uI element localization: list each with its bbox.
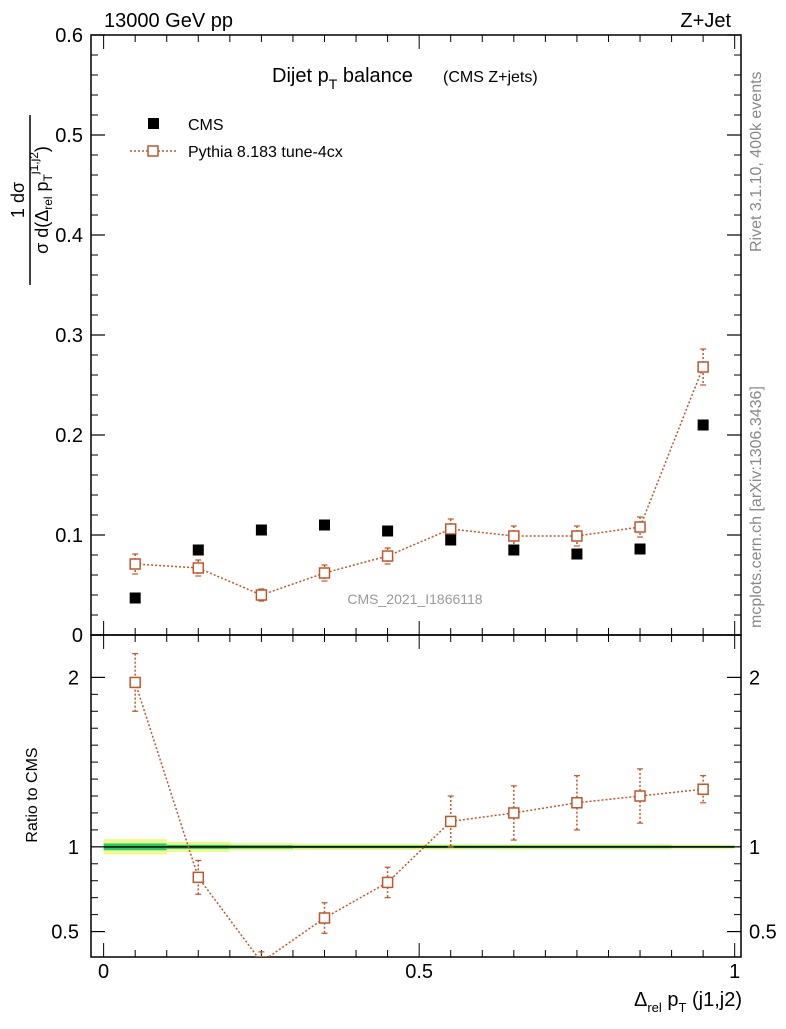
ratio-clipped-group (129, 653, 709, 957)
axis-ticks: 0 0.1 0.2 0.3 0.4 0.5 0.6 0 0.5 1 0.5 0.5 1 1 2 2 (51, 25, 777, 983)
cms-point (129, 592, 141, 604)
cms-point (571, 548, 583, 560)
ratio-ytick-label-right: 1 (749, 837, 760, 859)
svg-text:Dijet pT balance: Dijet pT balance (272, 65, 413, 92)
xtick-label: 0.5 (405, 961, 433, 983)
mc-point (634, 521, 646, 533)
mc-point (444, 523, 457, 535)
mc-point (192, 562, 205, 574)
mc-point (571, 530, 583, 542)
xlabel-rel: rel (647, 1000, 662, 1015)
ratio-mc-point (255, 956, 268, 957)
ylabel-ratio: Ratio to CMS (24, 747, 41, 842)
cms-point (192, 544, 204, 556)
ratio-mc-point (571, 797, 583, 809)
ratio-ytick-label-right: 0.5 (749, 922, 777, 944)
ratio-mc-point (381, 876, 394, 889)
cms-point (255, 524, 267, 536)
ytick-label: 0.2 (55, 425, 83, 447)
mc-point (318, 567, 331, 579)
ytick-label: 0.3 (55, 325, 83, 347)
plot-title: Dijet pT balance (CMS Z+jets) (272, 65, 538, 92)
analysis-id: CMS_2021_I1866118 (347, 591, 482, 607)
ratio-mc-point (697, 783, 709, 795)
xtick-label: 0 (98, 961, 109, 983)
mc-point (381, 550, 394, 562)
title-main-sub: T (329, 76, 338, 92)
ratio-ytick-label-left: 1 (68, 837, 79, 859)
legend-cms-marker (148, 118, 159, 129)
ratio-ytick-label-right: 2 (749, 667, 760, 689)
ratio-panel-marks (129, 653, 709, 957)
cms-point (445, 534, 457, 546)
ratio-ytick-label-left: 0.5 (51, 922, 79, 944)
ratio-mc-point (634, 790, 646, 802)
xlabel-delta: Δ (634, 989, 647, 1011)
mc-point (255, 589, 268, 601)
legend: CMS Pythia 8.183 tune-4cx (130, 117, 343, 161)
rivet-label: Rivet 3.1.10, 400k events (748, 71, 765, 252)
ratio-mc-point (444, 815, 457, 828)
ytick-label: 0 (72, 625, 83, 647)
ylabel-main-numerator: 1 dσ (8, 182, 28, 218)
ratio-mc-point (129, 676, 141, 689)
ytick-label: 0.6 (55, 25, 83, 47)
xlabel-p: p (662, 989, 679, 1011)
legend-mc-label: Pythia 8.183 tune-4cx (188, 144, 343, 161)
ratio-mc-point (508, 807, 520, 819)
xlabel-T: T (678, 1000, 686, 1015)
cms-point (697, 419, 709, 431)
mcplots-label: mcplots.cern.ch [arXiv:1306.3436] (748, 386, 765, 628)
legend-cms-label: CMS (188, 117, 224, 134)
mc-series-line (135, 366, 704, 596)
cms-point (382, 525, 394, 537)
ratio-mc-point (318, 912, 331, 924)
title-main: Dijet p (272, 65, 329, 87)
mc-point (508, 530, 520, 542)
xlabel-rest: (j1,j2) (686, 989, 742, 1011)
ratio-mc-point (192, 871, 205, 884)
cms-point (318, 519, 330, 531)
ylabel-main-denominator: σ d(Δrel pTj1,j2) (27, 146, 55, 254)
ytick-label: 0.5 (55, 125, 83, 147)
mc-point (697, 361, 709, 373)
ytick-label: 0.4 (55, 225, 83, 247)
process-label: Z+Jet (680, 10, 731, 32)
cms-point (508, 544, 520, 556)
ratio-reference-band (103, 839, 735, 855)
ratio-ytick-label-left: 2 (68, 667, 79, 689)
legend-mc-marker (147, 145, 159, 157)
cms-point (634, 543, 646, 555)
mc-point (129, 558, 141, 570)
xtick-label: 1 (729, 961, 740, 983)
ylabel-main: 1 dσ σ d(Δrel pTj1,j2) (8, 115, 55, 285)
title-main-rest: balance (337, 65, 413, 87)
energy-label: 13000 GeV pp (104, 10, 233, 32)
main-panel-marks (129, 348, 709, 604)
xlabel: Δrel pT (j1,j2) (634, 989, 742, 1015)
ytick-label: 0.1 (55, 525, 83, 547)
ratio-mc-line (134, 682, 704, 957)
title-note: (CMS Z+jets) (443, 69, 538, 86)
